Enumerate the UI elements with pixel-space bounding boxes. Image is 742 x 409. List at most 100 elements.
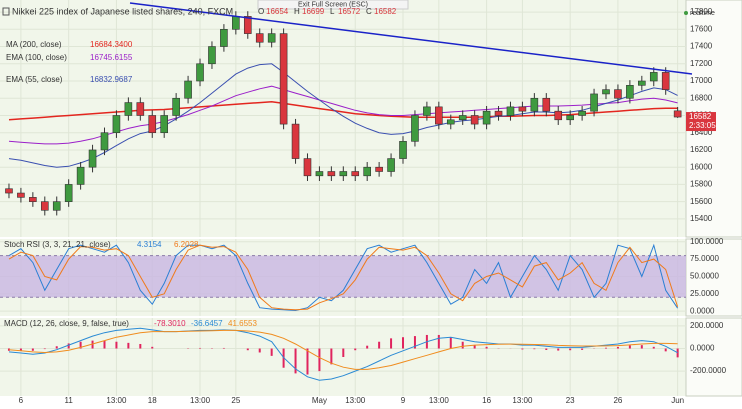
legend-value: 16832.9687 — [90, 75, 133, 84]
candle-body — [267, 33, 276, 43]
y-tick-label: 15400 — [690, 214, 713, 223]
candle-body — [136, 102, 145, 116]
candle-body — [578, 110, 586, 116]
axis-background — [685, 317, 742, 397]
histogram-bar — [115, 341, 118, 349]
x-tick-label: 25 — [231, 396, 240, 405]
axis-background — [685, 238, 742, 317]
candle-body — [482, 110, 491, 125]
y-tick-label: 16400 — [690, 128, 713, 137]
y-tick-label: -200.0000 — [690, 366, 727, 375]
candle-body — [160, 115, 168, 134]
x-tick-label: 18 — [148, 396, 157, 405]
ohlc-key: L — [330, 7, 335, 16]
candle-body — [602, 89, 610, 95]
candle-body — [315, 171, 324, 177]
candle-body — [506, 106, 515, 116]
x-tick-label: 13:00 — [345, 396, 366, 405]
y-tick-label: 75.0000 — [690, 254, 719, 263]
candle-body — [530, 97, 539, 112]
ohlc-key: O — [258, 7, 264, 16]
histogram-bar — [79, 341, 82, 349]
histogram-bar — [139, 344, 142, 349]
candle-body — [279, 33, 288, 125]
x-tick-label: 13:00 — [190, 396, 211, 405]
candle-body — [327, 171, 336, 177]
x-tick-label: May — [312, 396, 327, 405]
x-tick-label: 11 — [65, 396, 74, 405]
line-series — [8, 85, 678, 145]
candle-body — [399, 141, 407, 159]
y-tick-label: 15800 — [690, 180, 713, 189]
candle-body — [363, 166, 371, 177]
histogram-bar — [342, 348, 345, 357]
candle-body — [590, 93, 598, 112]
histogram-bar — [103, 340, 106, 349]
candle-body — [64, 184, 73, 202]
histogram-bar — [294, 348, 297, 374]
y-tick-label: 0.0000 — [690, 306, 715, 315]
histogram-bar — [485, 346, 488, 349]
histogram-bar — [246, 348, 249, 351]
candle-body — [614, 89, 622, 99]
histogram-bar — [640, 345, 643, 349]
candle-body — [375, 166, 383, 172]
histogram-bar — [222, 347, 225, 349]
candle-body — [470, 115, 479, 125]
histogram-bar — [7, 348, 10, 351]
x-tick-label: 13:00 — [106, 396, 127, 405]
ohlc-value: 16699 — [302, 7, 325, 16]
histogram-bar — [413, 336, 416, 349]
histogram-bar — [604, 347, 607, 349]
candle-body — [303, 158, 312, 177]
histogram-bar — [616, 346, 619, 349]
candle-body — [208, 46, 216, 65]
ohlc-key: H — [294, 7, 300, 16]
price-tag-label: 16582 — [689, 112, 712, 121]
line-series — [8, 63, 678, 168]
histogram-bar — [366, 345, 369, 349]
histogram-bar — [318, 348, 321, 372]
histogram-bar — [31, 348, 34, 351]
candle-body — [411, 115, 419, 142]
x-tick-label: 13:00 — [512, 396, 533, 405]
histogram-bar — [676, 348, 679, 358]
status-dot — [684, 11, 688, 15]
histogram-bar — [449, 337, 452, 349]
histogram-bar — [151, 346, 154, 349]
exit-text[interactable]: Exit Full Screen (ESC) — [298, 1, 368, 8]
candle-body — [124, 102, 133, 116]
candle-body — [148, 115, 157, 134]
y-tick-label: 50.0000 — [690, 272, 719, 281]
y-tick-label: 17800 — [690, 7, 713, 16]
histogram-bar — [581, 348, 584, 350]
line-series — [8, 100, 678, 121]
y-tick-label: 17000 — [690, 76, 713, 85]
histogram-bar — [91, 340, 94, 349]
candle-body — [243, 16, 252, 34]
histogram-bar — [306, 348, 309, 375]
candle-body — [17, 192, 25, 198]
x-tick-label: Jun — [671, 396, 684, 405]
candle-body — [423, 106, 431, 116]
candle-body — [52, 201, 61, 211]
legend-name: EMA (100, close) — [6, 53, 67, 62]
candle-body — [172, 97, 180, 116]
x-tick-label: 26 — [613, 396, 622, 405]
candle-body — [387, 158, 395, 172]
histogram-bar — [569, 348, 572, 351]
candle-body — [100, 132, 109, 151]
exit-button[interactable] — [257, 0, 409, 10]
ohlc-value: 16654 — [266, 7, 289, 16]
x-tick-label: 23 — [566, 396, 575, 405]
candle-body — [518, 106, 527, 112]
ohlc-key: C — [366, 7, 372, 16]
legend-value: -78.3010 — [154, 319, 186, 328]
histogram-bar — [628, 345, 631, 349]
candle-body — [196, 63, 204, 82]
legend-name: EMA (55, close) — [6, 75, 63, 84]
candle-body — [40, 201, 49, 211]
y-tick-label: 17600 — [690, 24, 713, 33]
